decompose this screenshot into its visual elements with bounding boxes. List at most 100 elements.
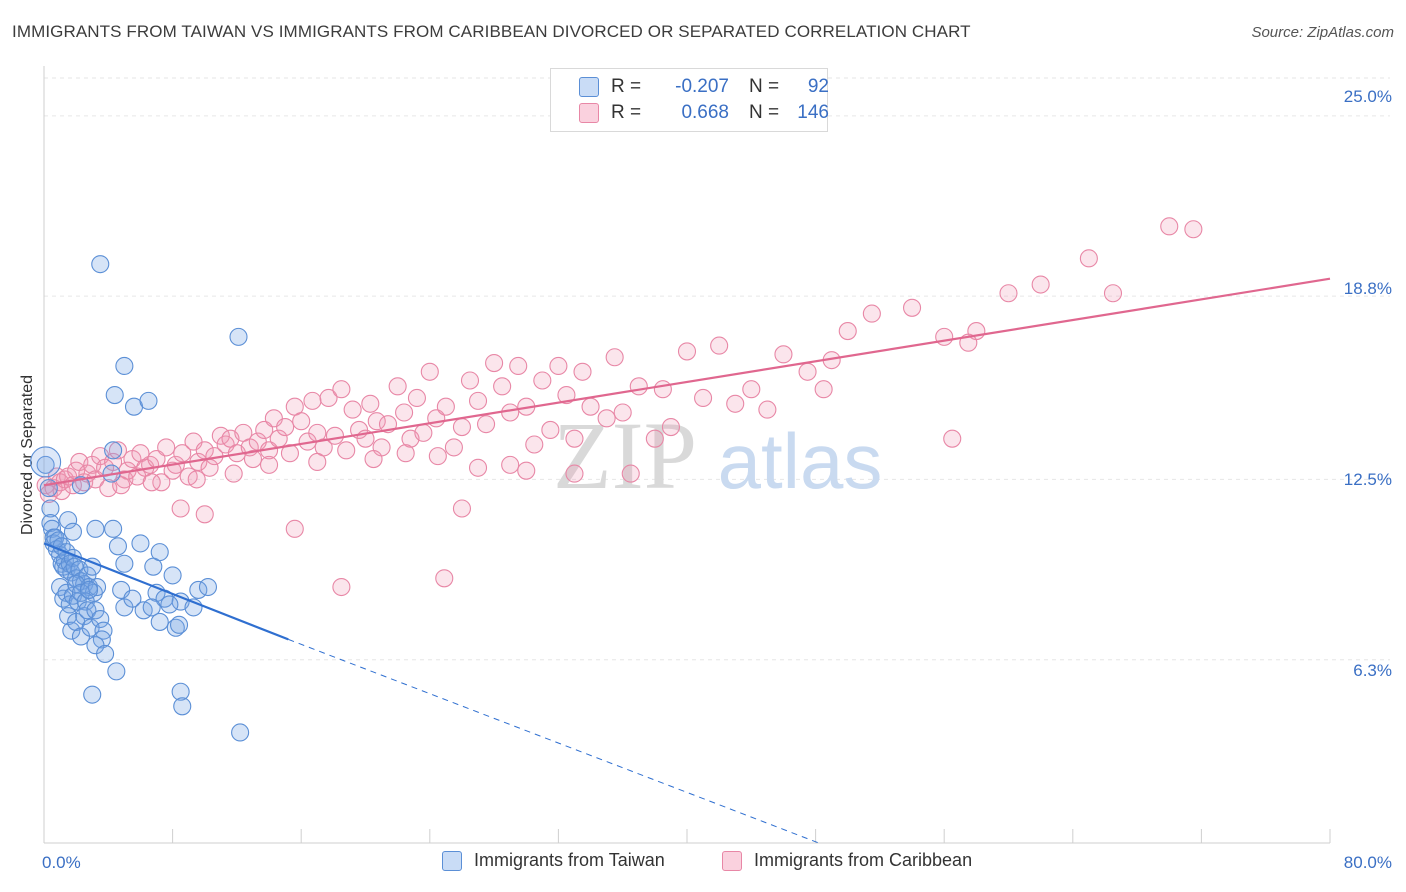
caribbean-point [396, 444, 415, 463]
bottom-legend-swatch-caribbean [722, 850, 742, 871]
caribbean-point [565, 464, 584, 483]
caribbean-point [332, 380, 351, 399]
legend-n-label: N = [749, 76, 780, 97]
caribbean-point [501, 403, 520, 422]
taiwan-point [79, 580, 99, 599]
caribbean-point [319, 388, 338, 408]
taiwan-point [91, 609, 110, 629]
caribbean-point [325, 426, 345, 445]
y-tick-label-25: 25.0% [1343, 87, 1392, 106]
caribbean-point [485, 354, 504, 373]
legend-r-label: R = [611, 76, 642, 97]
caribbean-trend-line [43, 277, 1331, 487]
taiwan-point [171, 682, 190, 701]
x-tick-label-max: 80.0% [1343, 853, 1392, 872]
y-tick-label-18-8: 18.8% [1343, 279, 1392, 298]
watermark: ZIP atlas [553, 402, 882, 509]
caribbean-point [477, 415, 496, 434]
caribbean-point [131, 444, 150, 463]
caribbean-point [468, 391, 488, 410]
legend-row-caribbean: R = 0.668 N = 146 [551, 101, 829, 125]
caribbean-point [621, 464, 640, 483]
caribbean-point [187, 470, 206, 489]
caribbean-point [452, 417, 472, 437]
caribbean-point [108, 441, 127, 460]
caribbean-point [152, 473, 171, 492]
taiwan-point [96, 644, 115, 663]
taiwan-point [231, 723, 250, 742]
taiwan-point [173, 697, 192, 716]
taiwan-point [59, 511, 78, 530]
taiwan-point [104, 519, 123, 538]
caribbean-point [814, 380, 833, 399]
bottom-legend-label-caribbean: Immigrants from Caribbean [754, 850, 973, 870]
caribbean-point [259, 455, 279, 474]
caribbean-point [629, 377, 648, 396]
taiwan-point [62, 621, 81, 640]
caribbean-point [157, 438, 176, 457]
caribbean-point [361, 394, 380, 413]
correlation-legend: R = -0.207 N = 92 R = 0.668 N = 146 [550, 68, 829, 132]
legend-r-value-caribbean: 0.668 [681, 102, 729, 123]
trend-lines [43, 277, 1331, 844]
caribbean-point [798, 362, 817, 381]
series-taiwan-points [30, 255, 250, 742]
caribbean-point [343, 400, 362, 419]
legend-r-value-taiwan: -0.207 [675, 76, 729, 97]
y-tick-label-12-5: 12.5% [1343, 470, 1392, 489]
caribbean-point [726, 394, 745, 413]
watermark-atlas: atlas [718, 417, 883, 505]
caribbean-point [171, 499, 190, 518]
caribbean-point [549, 356, 568, 376]
source-label: Source: ZipAtlas.com [1251, 24, 1394, 41]
taiwan-point [229, 327, 248, 346]
caribbean-point [468, 458, 488, 477]
grid-lines [44, 77, 1390, 661]
taiwan-point [86, 601, 105, 620]
caribbean-point [902, 298, 922, 317]
taiwan-point [123, 589, 142, 608]
bottom-legend-label-taiwan: Immigrants from Taiwan [474, 850, 665, 870]
caribbean-point [943, 429, 962, 448]
y-tick-label-6-3: 6.3% [1353, 661, 1392, 680]
chart-title: IMMIGRANTS FROM TAIWAN VS IMMIGRANTS FRO… [12, 22, 971, 41]
taiwan-point [91, 255, 110, 274]
caribbean-point [1103, 284, 1123, 303]
taiwan-point [30, 446, 62, 478]
caribbean-point [517, 461, 536, 480]
caribbean-point [1079, 249, 1098, 268]
taiwan-point [150, 543, 169, 562]
caribbean-point [710, 336, 729, 355]
taiwan-point [115, 554, 134, 573]
caribbean-point [742, 380, 761, 399]
taiwan-point [198, 577, 218, 597]
caribbean-point [565, 429, 584, 448]
caribbean-point [1160, 217, 1179, 236]
taiwan-point [108, 537, 127, 556]
caribbean-point [645, 429, 664, 448]
legend-swatch-taiwan [579, 77, 599, 97]
caribbean-point [460, 371, 480, 390]
caribbean-point [509, 356, 528, 376]
caribbean-point [308, 452, 327, 472]
legend-row-taiwan: R = -0.207 N = 92 [551, 75, 829, 99]
caribbean-point [163, 461, 182, 480]
caribbean-point [999, 284, 1018, 303]
taiwan-point [107, 662, 126, 681]
caribbean-point [501, 455, 520, 474]
caribbean-point [597, 409, 616, 428]
taiwan-point [63, 522, 82, 541]
taiwan-point [160, 595, 179, 614]
caribbean-point [195, 505, 214, 524]
caribbean-point [243, 449, 263, 469]
taiwan-point [104, 441, 123, 460]
caribbean-point [533, 371, 552, 390]
taiwan-point [83, 685, 102, 704]
taiwan-point [139, 391, 158, 410]
caribbean-point [935, 327, 954, 346]
caribbean-point [677, 342, 697, 361]
caribbean-point [525, 435, 544, 454]
taiwan-point [142, 598, 161, 617]
caribbean-point [255, 420, 274, 440]
caribbean-point [224, 464, 243, 483]
